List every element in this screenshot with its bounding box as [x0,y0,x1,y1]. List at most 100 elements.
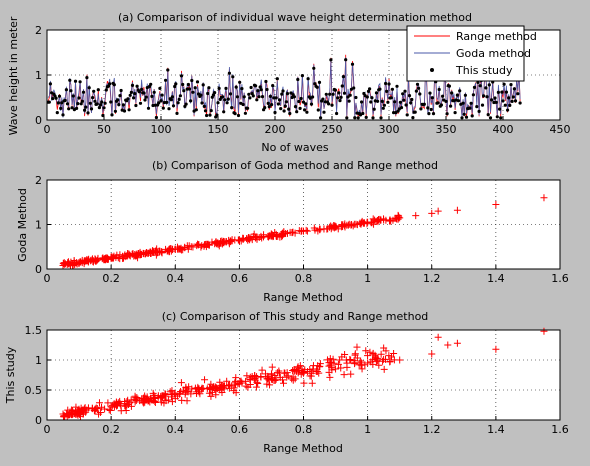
this-study-point [164,78,168,82]
y-tick-label: 1 [35,219,42,232]
goda-vs-range-point [283,229,291,237]
this-study-point [76,102,80,106]
this-study-point [299,96,303,101]
goda-vs-range-point [434,207,442,215]
this-study-point [333,88,337,92]
this-study-point [57,94,62,98]
panel-b-ticks: 0 0.2 0.4 0.6 0.8 1 1.2 1.4 1.6 0 1 2 [35,174,569,285]
thisstudy-vs-range-point [283,373,291,381]
this-study-point [404,103,408,107]
this-study-point [69,89,73,93]
thisstudy-vs-range-point [369,349,377,357]
this-study-point [100,100,104,104]
this-study-point [460,116,464,120]
this-study-point [422,102,426,106]
this-study-point [213,91,217,95]
thisstudy-vs-range-point [386,358,394,366]
this-study-point [297,99,301,104]
goda-vs-range-point [139,249,147,257]
goda-vs-range-point [162,245,170,253]
y-tick-label: 2 [35,24,42,37]
this-study-point [129,90,133,94]
this-study-point [309,102,314,106]
goda-vs-range-point [203,241,211,249]
this-study-point [427,112,431,116]
this-study-point [167,107,171,111]
this-study-point [195,80,200,84]
this-study-point [384,81,388,86]
this-study-point [407,94,412,98]
thisstudy-vs-range-point [257,372,265,380]
this-study-point [486,113,490,117]
this-study-point [381,106,385,110]
thisstudy-vs-range-point [231,379,239,387]
thisstudy-vs-range-point [95,410,103,418]
thisstudy-vs-range-point [158,392,166,400]
this-study-point [87,86,91,90]
goda-vs-range-point [278,232,286,240]
x-tick-label: 400 [493,123,514,136]
this-study-point [340,84,344,88]
this-study-point [337,91,341,95]
this-study-point [461,101,465,105]
this-study-point [254,84,258,88]
this-study-point [429,107,433,112]
this-study-point [426,106,430,110]
this-study-point [303,108,307,112]
this-study-point [77,96,81,100]
this-study-point [458,89,462,93]
panel-a-title: (a) Comparison of individual wave height… [118,11,472,24]
thisstudy-vs-range-point [171,391,179,399]
this-study-point [430,96,434,100]
x-tick-label: 0.4 [167,272,185,285]
this-study-point [233,112,237,116]
this-study-point [47,100,51,104]
this-study-point [176,101,180,105]
this-study-point [390,87,394,91]
this-study-point [376,99,380,103]
goda-vs-range-point [83,255,91,263]
this-study-point [494,100,498,104]
this-study-point [398,100,402,104]
this-study-point [344,58,348,62]
this-study-point [207,86,211,90]
thisstudy-vs-range-point [216,378,224,386]
goda-vs-range-point [165,248,173,256]
thisstudy-vs-range-point [380,365,388,373]
this-study-point [503,103,507,107]
x-tick-label: 0 [44,423,51,436]
goda-vs-range-point [120,254,128,262]
this-study-point [146,106,151,110]
thisstudy-vs-range-point [133,395,141,403]
thisstudy-vs-range-point [327,359,335,367]
this-study-point [500,90,504,94]
thisstudy-vs-range-point [267,375,275,383]
this-study-point [455,93,459,97]
this-study-point [73,79,78,83]
thisstudy-vs-range-point [168,393,176,401]
this-study-point [272,96,276,100]
panel-a-wave-heights: 0 50 100 150 200 250 300 350 400 450 0 1 2 (a) Compa… [7,11,571,154]
this-study-point [60,101,64,105]
this-study-point [181,82,185,87]
goda-vs-range-point [187,243,195,251]
this-study-point [112,83,116,87]
this-study-point [410,97,414,102]
thisstudy-vs-range-point [205,389,213,397]
this-study-point [496,90,500,94]
this-study-point [234,85,238,89]
this-study-point [201,83,205,87]
this-study-point [88,101,92,105]
panel-c-ticks: 0 0.2 0.4 0.6 0.8 1 1.2 1.4 1.6 0 0.5 1 1.5 [25,324,569,436]
goda-vs-range-point [360,219,368,227]
this-study-point [476,80,480,84]
thisstudy-vs-range-point [346,355,354,363]
this-study-point [205,113,209,118]
this-study-point [370,96,374,100]
this-study-point [138,101,143,105]
this-study-point [387,82,391,86]
this-study-point [371,116,375,120]
panel-c-points [59,327,548,421]
thisstudy-vs-range-point [220,382,228,390]
this-study-point [81,90,86,94]
